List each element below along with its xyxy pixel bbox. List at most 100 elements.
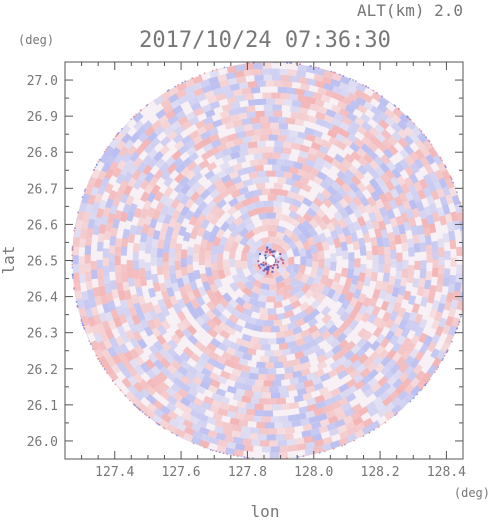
radar-cell (213, 178, 224, 189)
radar-cell (321, 285, 331, 297)
radar-cell (198, 247, 206, 257)
radar-edge-speckle (364, 85, 367, 88)
radar-cell (377, 407, 389, 418)
radar-cell (268, 236, 278, 244)
radar-cell (206, 342, 218, 353)
radar-cell (456, 246, 463, 256)
radar-cell (238, 345, 249, 354)
radar-cell (323, 397, 335, 407)
radar-cell (250, 116, 261, 124)
radar-cell (351, 359, 363, 370)
radar-cell (344, 169, 356, 180)
radar-edge-speckle (442, 357, 445, 360)
radar-cell (127, 366, 138, 377)
radar-cell (149, 309, 159, 321)
radar-cell (166, 395, 178, 406)
radar-edge-speckle (76, 305, 79, 307)
radar-cell (97, 277, 105, 288)
radar-cell (313, 382, 324, 391)
radar-cell (253, 62, 263, 70)
radar-cell (378, 96, 390, 107)
radar-cell (374, 344, 385, 356)
radar-cell (441, 185, 451, 197)
radar-cell (339, 75, 351, 85)
radar-cell (243, 69, 254, 77)
radar-cell (85, 236, 93, 246)
radar-cell (315, 348, 326, 358)
radar-center-noise (264, 267, 267, 270)
radar-cell (309, 282, 319, 293)
radar-cell (182, 231, 192, 242)
radar-cell (379, 162, 390, 173)
radar-cell (209, 69, 220, 78)
radar-cell (389, 176, 400, 188)
radar-center-noise (260, 263, 263, 266)
radar-cell (198, 426, 210, 436)
radar-cell (158, 381, 170, 392)
radar-cell (344, 104, 356, 114)
radar-cell (386, 384, 397, 396)
radar-cell (211, 244, 219, 255)
radar-center-noise (262, 264, 265, 267)
radar-edge-speckle (73, 287, 75, 289)
radar-cell (119, 211, 129, 223)
radar-cell (196, 126, 207, 136)
radar-cell (270, 122, 280, 129)
radar-cell (469, 255, 470, 264)
radar-cell (159, 162, 170, 174)
radar-cell (272, 104, 282, 111)
radar-cell (401, 311, 411, 323)
radar-cell (255, 318, 266, 327)
radar-cell (311, 261, 319, 271)
radar-cell (138, 268, 146, 278)
radar-center-noise (272, 264, 275, 267)
radar-cell (369, 178, 380, 189)
radar-cell (243, 414, 254, 422)
radar-cell (147, 226, 155, 237)
radar-cell (418, 277, 426, 288)
radar-cell (89, 210, 98, 221)
radar-cell (288, 444, 298, 452)
radar-cell (378, 289, 387, 300)
radar-cell (372, 254, 379, 264)
radar-cell (140, 232, 148, 243)
radar-cell (346, 85, 358, 95)
radar-cell (171, 360, 182, 371)
radar-cell (205, 267, 213, 277)
radar-cell (135, 144, 146, 156)
radar-cell (295, 289, 306, 300)
radar-cell (282, 147, 292, 155)
radar-edge-speckle (354, 80, 357, 83)
radar-cell (216, 261, 224, 271)
radar-cell (363, 232, 371, 243)
radar-edge-speckle (103, 368, 106, 371)
radar-edge-speckle (71, 266, 74, 269)
radar-cell (179, 176, 190, 187)
radar-edge-speckle (332, 447, 335, 450)
radar-cell (259, 134, 269, 141)
radar-cell (201, 84, 213, 94)
radar-cell (112, 344, 123, 355)
radar-cell (206, 183, 217, 194)
radar-cell (235, 412, 245, 421)
radar-cell (73, 237, 80, 247)
radar-cell (357, 293, 367, 304)
radar-cell (93, 177, 103, 189)
radar-cell (180, 266, 188, 277)
y-tick-label: 26.8 (27, 146, 58, 161)
radar-cell (114, 131, 126, 143)
radar-cell (414, 158, 424, 170)
radar-cell (305, 133, 316, 143)
radar-cell (177, 388, 189, 399)
radar-cell (253, 128, 264, 136)
radar-edge-speckle (166, 90, 169, 92)
radar-cell (110, 363, 121, 375)
radar-cell (333, 272, 342, 283)
radar-edge-speckle (222, 452, 225, 455)
radar-cell (392, 378, 404, 389)
radar-cell (185, 139, 196, 150)
radar-cell (403, 135, 414, 146)
radar-cell (258, 158, 268, 166)
radar-cell (446, 168, 451, 178)
